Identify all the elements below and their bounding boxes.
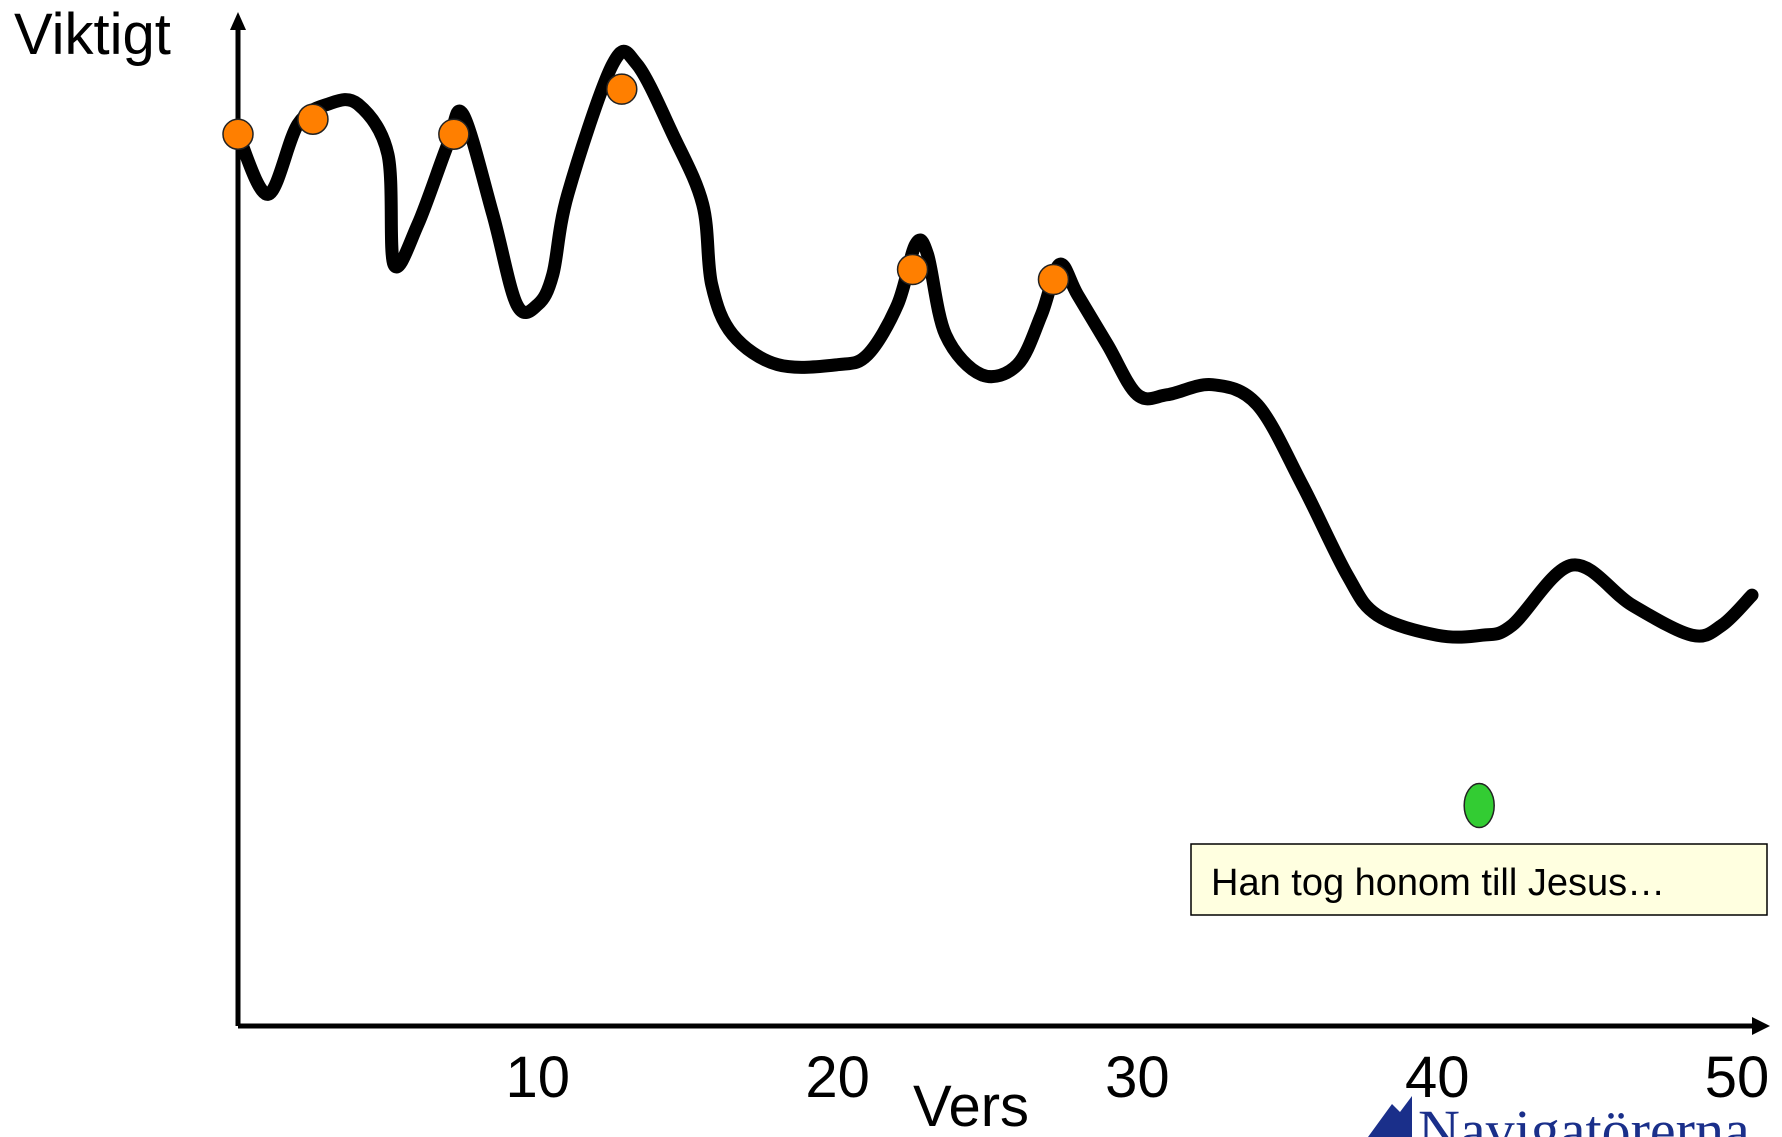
x-tick-label-30: 30 (1105, 1045, 1170, 1110)
marker-3 (605, 73, 638, 105)
logo-mark-icon (1368, 1096, 1412, 1137)
marker-5 (1037, 263, 1070, 296)
y-axis-label: Viktigt (14, 2, 171, 67)
axes (230, 12, 1770, 1035)
logo: Navigatörerna (1368, 1096, 1750, 1137)
marker-2 (438, 118, 470, 150)
curve-layer (231, 44, 1759, 644)
x-ticks: 10 20 30 40 50 (506, 1045, 1770, 1110)
marker-6 (1463, 782, 1495, 829)
annotation-box: Han tog honom till Jesus… (1190, 843, 1768, 916)
marker-0 (222, 118, 254, 150)
logo-text: Navigatörerna (1418, 1098, 1750, 1137)
marker-4 (896, 253, 929, 286)
series-line-0 (231, 44, 1759, 644)
x-tick-label-10: 10 (506, 1045, 571, 1110)
x-tick-label-50: 50 (1705, 1045, 1770, 1110)
markers (222, 73, 1495, 829)
y-axis-arrow-icon (230, 12, 246, 30)
x-tick-label-20: 20 (805, 1045, 870, 1110)
x-tick-label-40: 40 (1405, 1045, 1470, 1110)
x-axis-label: Vers (913, 1074, 1029, 1137)
annotation-text: Han tog honom till Jesus… (1211, 862, 1665, 904)
marker-1 (297, 103, 329, 135)
x-axis-arrow-icon (1752, 1017, 1770, 1035)
